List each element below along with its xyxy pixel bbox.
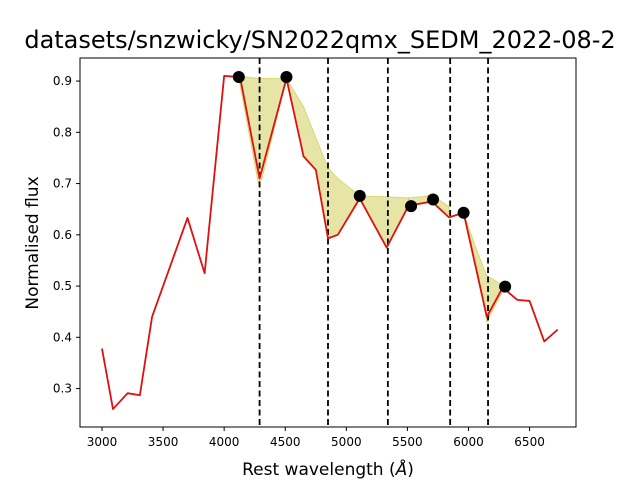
y-axis-label: Normalised flux (23, 176, 43, 309)
x-tick-label-3: 4500 (270, 435, 301, 449)
data-point-1 (280, 70, 293, 83)
data-point-3 (405, 200, 418, 213)
data-point-0 (232, 70, 245, 83)
plot-area (101, 58, 559, 427)
y-tick-label-4: 0.7 (53, 177, 72, 191)
x-tick-label-4: 5000 (331, 435, 362, 449)
y-tick-label-5: 0.8 (53, 125, 72, 139)
x-tick-label-2: 4000 (209, 435, 240, 449)
x-axis-label: Rest wavelength (Å) (242, 458, 414, 480)
data-point-4 (427, 193, 440, 206)
x-axis-label-text: Rest wavelength ( (242, 460, 396, 480)
y-tick-label-0: 0.3 (53, 382, 72, 396)
data-point-2 (353, 189, 366, 202)
x-tick-label-5: 5500 (392, 435, 423, 449)
x-axis-label-unit: Å (395, 458, 408, 480)
chart-title: datasets/snzwicky/SN2022qmx_SEDM_2022-08… (24, 26, 615, 54)
x-axis-label-close: ) (407, 460, 414, 480)
shaded-region-2 (359, 195, 410, 249)
x-tick-label-6: 6000 (453, 435, 484, 449)
x-tick-label-0: 3000 (87, 435, 118, 449)
plot-frame (79, 57, 577, 428)
y-tick-label-6: 0.9 (53, 74, 72, 88)
x-tick-label-7: 6500 (514, 435, 545, 449)
y-tick-label-2: 0.5 (53, 279, 72, 293)
x-tick-label-1: 3500 (148, 435, 179, 449)
series-line-0 (101, 75, 559, 410)
axis-ticks: 3000 3500 4000 4500 5000 5500 6000 6500 0.3 0.4 0.… (53, 74, 545, 449)
data-point-6 (499, 280, 512, 293)
y-tick-label-1: 0.4 (53, 330, 72, 344)
data-point-5 (457, 206, 470, 219)
y-tick-label-3: 0.6 (53, 228, 72, 242)
